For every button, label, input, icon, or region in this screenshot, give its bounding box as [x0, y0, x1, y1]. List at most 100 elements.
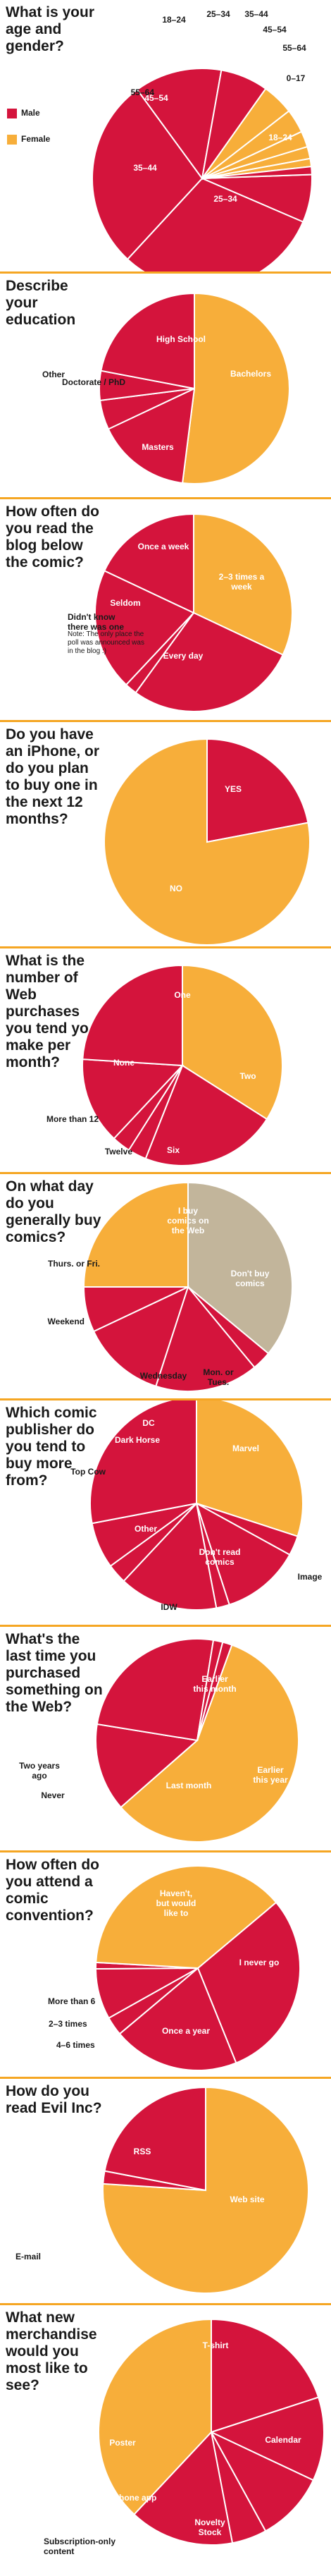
slice-label-weekend: Weekend	[48, 1317, 85, 1326]
pie-chart-section: What is the number of Web purchases you …	[0, 948, 331, 1172]
pie-slice-every-day	[135, 611, 285, 712]
legend-label: Male	[21, 108, 40, 118]
slice-label-t-shirt: T-shirt	[203, 2340, 229, 2350]
pie-slice-poster	[133, 2430, 234, 2546]
slice-label-more-than-12: More than 12	[46, 1114, 99, 1124]
slice-label-2-3-times-a-week: 2–3 times a week	[219, 572, 265, 592]
chart-title: Do you have an iPhone, or do you plan to…	[6, 726, 100, 827]
slice-label-18-24: 18–24	[162, 15, 186, 25]
legend-label: Female	[21, 134, 51, 144]
chart-title: How often do you read the blog below the…	[6, 503, 99, 570]
pie-slice-high-school	[100, 292, 195, 390]
slice-label-bachelors: Bachelors	[230, 369, 271, 379]
slice-label-last-month: Last month	[166, 1781, 212, 1790]
slice-label-seldom: Seldom	[110, 598, 140, 608]
pie-chart: Two Six Twelve More than 12 None One	[46, 964, 283, 1166]
pie-slice-bachelors	[181, 292, 290, 484]
section-divider	[0, 720, 331, 722]
legend-male: Male	[7, 108, 40, 118]
pie-slice-rss	[104, 2086, 206, 2192]
pie-chart: I never go Once a year 4–6 times 2–3 times M…	[48, 1865, 301, 2071]
slice-label-calendar: Calendar	[265, 2435, 301, 2445]
slice-label-55-64: 55–64	[131, 87, 155, 97]
chart-title: What new merchandise would you most like…	[6, 2309, 97, 2393]
chart-title: What is the number of Web purchases you …	[6, 953, 89, 1070]
pie-slice-wednesday	[155, 1285, 256, 1392]
slice-label-25-34: 25–34	[213, 194, 237, 204]
slice-label-35-44: 35–44	[133, 163, 157, 173]
pie-slice-two-years-ago	[196, 1641, 233, 1741]
slice-label-never: Never	[41, 1790, 65, 1800]
legend-swatch	[7, 134, 17, 145]
slice-label-image: Image	[298, 1572, 323, 1582]
slice-label-dc: DC	[142, 1418, 155, 1428]
slice-label-haven-t-but-would-like-to: Haven't, but would like to	[156, 1888, 196, 1918]
chart-title: On what day do you generally buy comics?	[6, 1178, 101, 1245]
slice-label-marvel: Marvel	[232, 1443, 259, 1453]
chart-title: Which comic publisher do you tend to buy…	[6, 1405, 97, 1489]
slice-label-4-6-times: 4–6 times	[56, 2040, 95, 2050]
section-divider	[0, 1625, 331, 1627]
slice-label-wednesday: Wednesday	[140, 1371, 187, 1381]
slice-label-earlier-this-year: Earlier this year	[253, 1765, 288, 1785]
slice-label-two-years-ago: Two years ago	[19, 1761, 60, 1781]
slice-label-2-3-times: 2–3 times	[49, 2019, 87, 2029]
chart-title: How often do you attend a comic conventi…	[6, 1857, 99, 1924]
slice-label-every-day: Every day	[163, 651, 204, 661]
slice-label-doctorate-phd: Doctorate / PhD	[62, 377, 125, 387]
pie-slice-don-t-read-comics	[195, 1501, 291, 1606]
slice-label-thurs-or-fri: Thurs. or Fri.	[48, 1259, 100, 1269]
pie-slice-novelty-stock	[209, 2396, 325, 2482]
pie-slice-weekend	[92, 1286, 189, 1388]
pie-slice-25-34	[126, 177, 304, 271]
slice-label-didn-t-know-there-was-one: Didn't know there was one	[68, 612, 124, 632]
slice-label-more-than-6: More than 6	[48, 1996, 96, 2006]
pie-slice-haven-t-but-would-like-to	[95, 1865, 277, 1970]
slice-label-one: One	[174, 990, 191, 1000]
slice-label-no: NO	[170, 884, 182, 893]
pie-slice-earlier-this-year	[95, 1723, 199, 1809]
slice-label-0-17: 0–17	[287, 73, 306, 83]
slice-label-rss: RSS	[134, 2147, 151, 2156]
pie-chart-section: How often do you attend a comic conventi…	[0, 1852, 331, 2077]
slice-label-i-never-go: I never go	[239, 1958, 280, 1967]
slice-label-iphone-app: iPhone app	[111, 2493, 157, 2503]
section-divider	[0, 1398, 331, 1400]
slice-label-subscription-only-content: Subscription-only content	[44, 2537, 115, 2556]
pie-chart-section: What is your age and gender? 18–24 25–34 35…	[0, 0, 331, 271]
slice-label-25-34: 25–34	[206, 9, 230, 19]
slice-label-45-54: 45–54	[263, 25, 287, 35]
slice-label-novelty-stock: Novelty Stock	[194, 2517, 225, 2537]
slice-label-six: Six	[167, 1145, 180, 1155]
pie-slice-once-a-week	[103, 513, 194, 614]
pie-chart-section: What new merchandise would you most like…	[0, 2305, 331, 2576]
pie-slice-once-a-year	[118, 1967, 237, 2071]
slice-label-don-t-buy-comics: Don't buy comics	[231, 1269, 270, 1288]
slice-label-e-mail: E-mail	[15, 2252, 41, 2261]
slice-label-don-t-read-comics: Don't read comics	[199, 1547, 241, 1567]
slice-label-web-site: Web site	[230, 2195, 264, 2204]
pie-slice-none	[82, 1058, 185, 1140]
pie-slice-don-t-buy-comics	[187, 1181, 293, 1355]
pie-slice-35-44	[92, 88, 204, 260]
pie-slice-earlier-this-month	[120, 1644, 299, 1843]
slice-label-other: Other	[42, 370, 65, 379]
pie-chart-section: Describe your education Bachelors Masters D…	[0, 274, 331, 497]
slice-label-poster: Poster	[109, 2438, 136, 2448]
pie-chart-section: Do you have an iPhone, or do you plan to…	[0, 722, 331, 946]
slice-label-35-44: 35–44	[244, 9, 268, 19]
slice-label-yes: YES	[225, 784, 242, 794]
pie-chart: Web site E-mail RSS	[15, 2086, 310, 2294]
section-divider	[0, 497, 331, 499]
pie-slice-seldom	[94, 570, 195, 686]
slice-label-45-54: 45–54	[144, 93, 168, 103]
pie-slice-i-never-go	[196, 1901, 301, 2064]
slice-label-idw: IDW	[161, 1602, 177, 1612]
pie-slice-one	[82, 964, 183, 1067]
pie-slice-dc	[89, 1400, 197, 1525]
slice-label-masters: Masters	[142, 442, 174, 452]
pie-chart: Marvel Image Don't read comics IDW Other Top C…	[70, 1400, 323, 1612]
pie-slice-yes	[206, 738, 309, 843]
section-divider	[0, 2303, 331, 2305]
